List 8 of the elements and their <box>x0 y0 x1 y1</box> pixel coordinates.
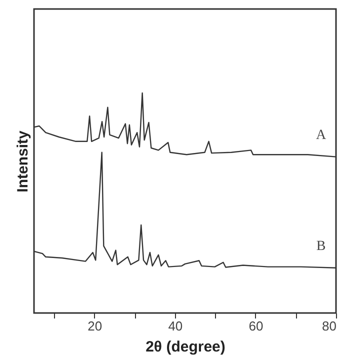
series-label: A <box>316 128 327 143</box>
x-tick-label: 20 <box>88 318 102 334</box>
series-label: B <box>316 238 326 254</box>
y-axis-title: Intensity <box>14 130 32 192</box>
x-tick-label: 80 <box>322 318 336 334</box>
x-axis-title: 2θ (degree) <box>146 338 226 356</box>
x-tick-label: 60 <box>248 318 264 334</box>
x-tick-label: 40 <box>168 318 183 334</box>
